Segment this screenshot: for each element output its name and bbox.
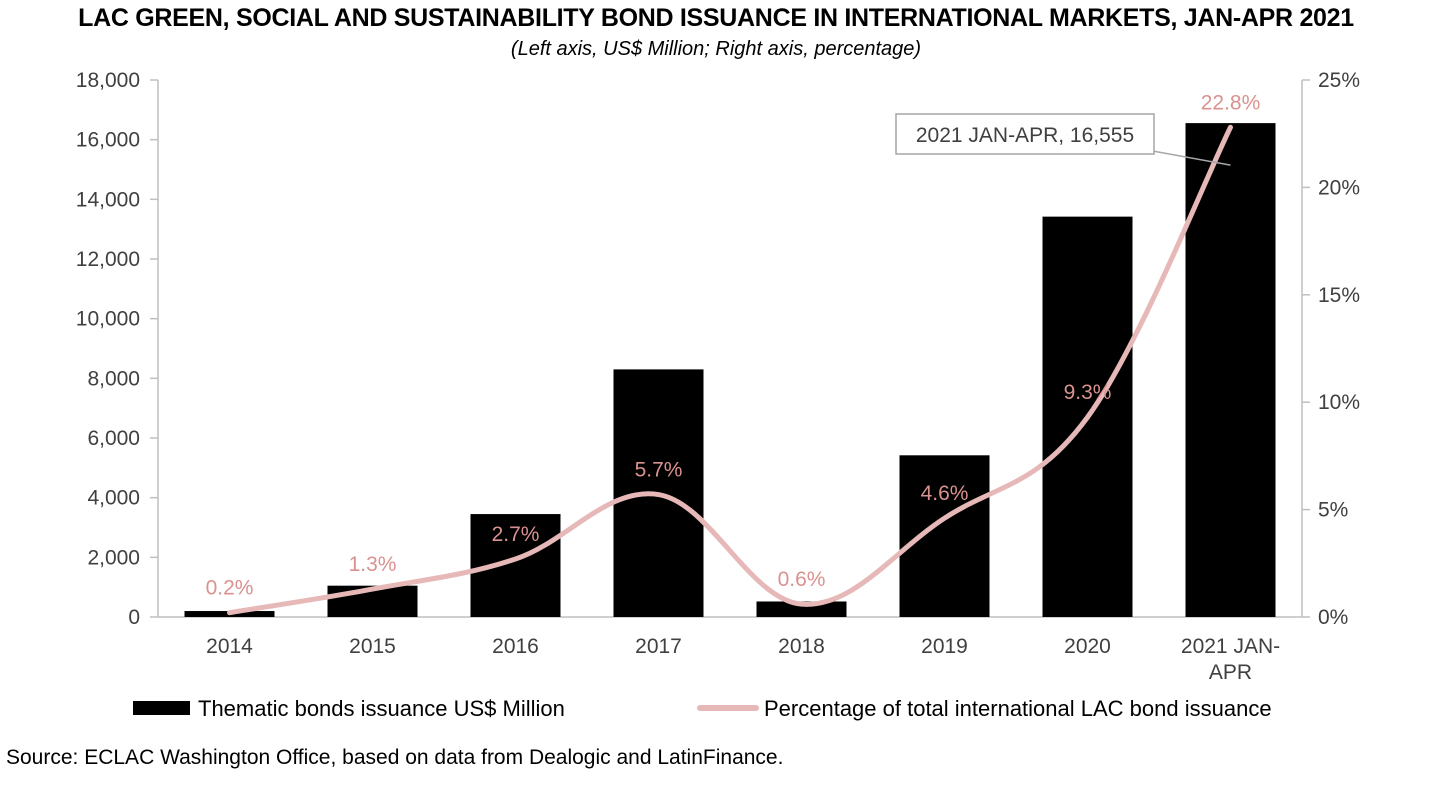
category-label: 2014 (206, 635, 253, 658)
percentage-data-label: 9.3% (1064, 381, 1112, 404)
percentage-data-label: 1.3% (349, 553, 397, 576)
left-tick-label: 16,000 (76, 129, 140, 152)
right-tick-label: 20% (1318, 176, 1360, 199)
left-tick-label: 18,000 (76, 69, 140, 92)
chart-subtitle: (Left axis, US$ Million; Right axis, per… (510, 38, 922, 60)
percentage-data-label: 0.2% (206, 577, 254, 600)
category-label: 2016 (492, 635, 539, 658)
percentage-data-label: 2.7% (492, 523, 540, 546)
left-tick-label: 4,000 (87, 487, 140, 510)
bar-2019 (899, 455, 990, 617)
legend-label-line: Percentage of total international LAC bo… (764, 696, 1272, 721)
category-label: 2019 (921, 635, 968, 658)
callout-box (895, 113, 1155, 155)
category-label: 2021 JAN-APR (1181, 635, 1280, 684)
right-tick-label: 5% (1318, 499, 1348, 522)
left-tick-label: 0 (128, 606, 140, 629)
chart-title: LAC GREEN, SOCIAL AND SUSTAINABILITY BON… (78, 4, 1354, 32)
right-tick-label: 0% (1318, 606, 1348, 629)
left-tick-label: 8,000 (87, 367, 140, 390)
bar-2021-jan-apr (1185, 123, 1276, 618)
category-label: 2018 (778, 635, 825, 658)
callout-label: 2021 JAN-APR, 16,555 (916, 124, 1134, 147)
percentage-data-label: 4.6% (921, 482, 969, 505)
percentage-line (227, 124, 1233, 616)
left-tick-label: 10,000 (76, 308, 140, 331)
left-tick-label: 14,000 (76, 188, 140, 211)
category-label: 2017 (635, 635, 682, 658)
percentage-data-label: 5.7% (635, 459, 683, 482)
legend-swatch-bars (133, 701, 190, 715)
bar-2018 (756, 601, 847, 617)
right-tick-label: 25% (1318, 69, 1360, 92)
percentage-data-label: 0.6% (778, 568, 826, 591)
category-label: 2015 (349, 635, 396, 658)
right-tick-label: 15% (1318, 284, 1360, 307)
percentage-data-label: 22.8% (1201, 91, 1261, 114)
legend-label-bars: Thematic bonds issuance US$ Million (198, 696, 565, 721)
left-tick-label: 6,000 (87, 427, 140, 450)
left-tick-label: 12,000 (76, 248, 140, 271)
category-label: 2020 (1064, 635, 1111, 658)
right-tick-label: 10% (1318, 391, 1360, 414)
source-note: Source: ECLAC Washington Office, based o… (6, 746, 784, 769)
left-tick-label: 2,000 (87, 546, 140, 569)
